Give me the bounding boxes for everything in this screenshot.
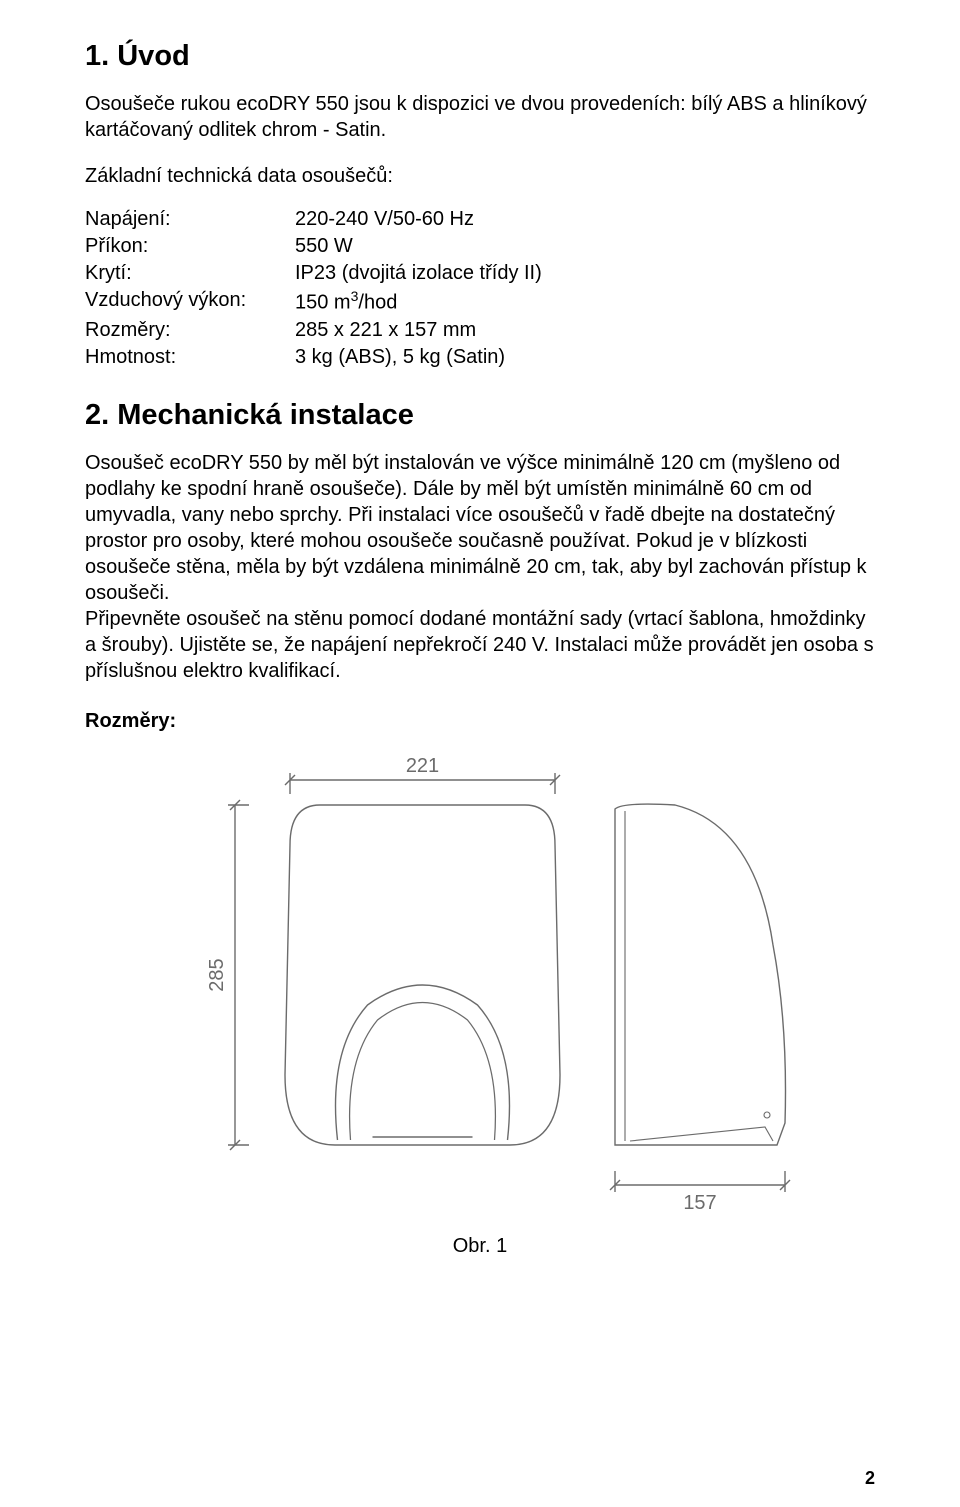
spec-row: Příkon: 550 W — [85, 233, 875, 260]
spec-table: Napájení: 220-240 V/50-60 Hz Příkon: 550… — [85, 206, 875, 371]
spec-label: Krytí: — [85, 260, 295, 287]
section2-heading: 2. Mechanická instalace — [85, 399, 875, 432]
spec-label: Příkon: — [85, 233, 295, 260]
dimensions-diagram: 221 285 157 — [85, 745, 875, 1225]
svg-text:285: 285 — [206, 958, 228, 991]
spec-value: 220-240 V/50-60 Hz — [295, 206, 474, 233]
section1-intro: Osoušeče rukou ecoDRY 550 jsou k dispozi… — [85, 91, 875, 143]
figure-caption: Obr. 1 — [85, 1235, 875, 1258]
spec-value: 550 W — [295, 233, 353, 260]
spec-row: Rozměry: 285 x 221 x 157 mm — [85, 317, 875, 344]
dimensions-label: Rozměry: — [85, 710, 875, 733]
page-number: 2 — [865, 1468, 875, 1489]
spec-value: IP23 (dvojitá izolace třídy II) — [295, 260, 542, 287]
spec-label: Hmotnost: — [85, 344, 295, 371]
spec-row: Krytí: IP23 (dvojitá izolace třídy II) — [85, 260, 875, 287]
dryer-diagram-svg: 221 285 157 — [160, 745, 800, 1225]
section1-subhead: Základní technická data osoušečů: — [85, 165, 875, 188]
section2-body: Osoušeč ecoDRY 550 by měl být instalován… — [85, 450, 875, 684]
svg-text:221: 221 — [406, 755, 439, 777]
spec-label: Vzduchový výkon: — [85, 287, 295, 317]
svg-text:157: 157 — [683, 1192, 716, 1214]
spec-row: Hmotnost: 3 kg (ABS), 5 kg (Satin) — [85, 344, 875, 371]
spec-value: 285 x 221 x 157 mm — [295, 317, 476, 344]
spec-row: Vzduchový výkon: 150 m3/hod — [85, 287, 875, 317]
section1-heading: 1. Úvod — [85, 40, 875, 73]
spec-value: 3 kg (ABS), 5 kg (Satin) — [295, 344, 505, 371]
spec-label: Rozměry: — [85, 317, 295, 344]
spec-row: Napájení: 220-240 V/50-60 Hz — [85, 206, 875, 233]
spec-value-airflow: 150 m3/hod — [295, 287, 397, 317]
spec-label: Napájení: — [85, 206, 295, 233]
